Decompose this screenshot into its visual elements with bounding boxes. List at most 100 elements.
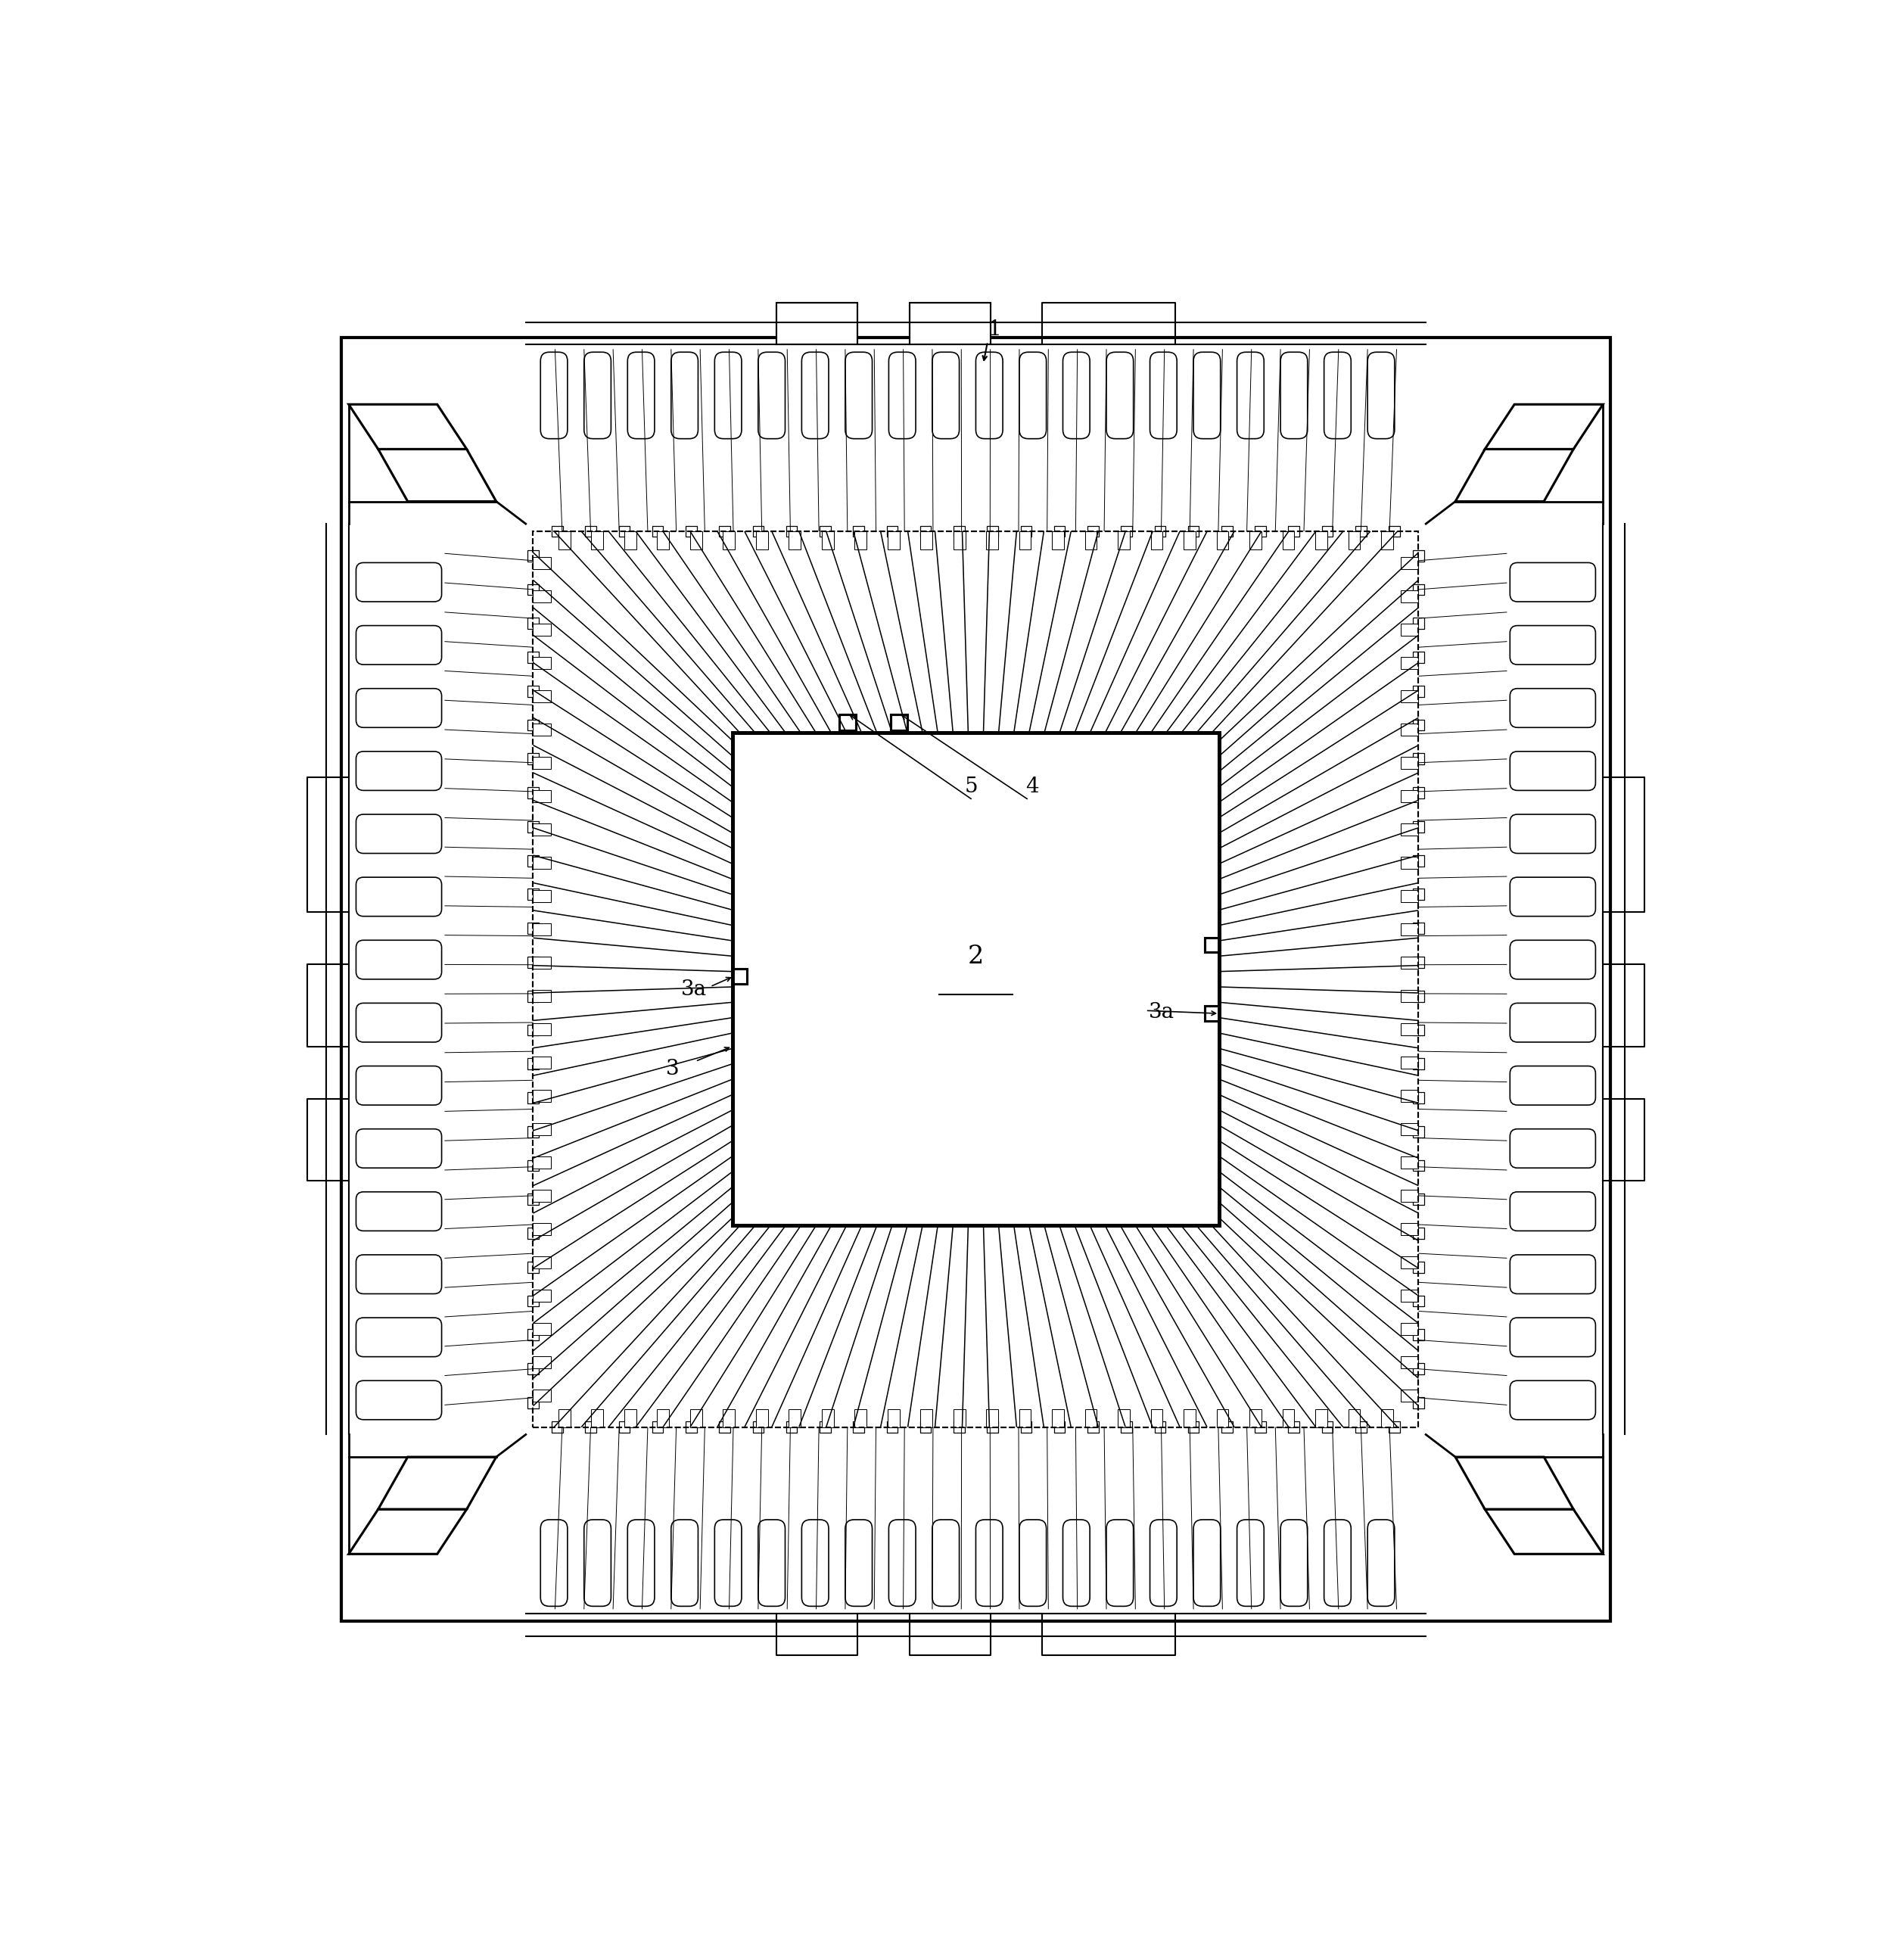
Bar [823, 1410, 834, 1427]
Bar [527, 1262, 539, 1272]
Bar [1413, 619, 1424, 628]
Bar [653, 525, 663, 537]
Bar [1413, 888, 1424, 900]
Bar [1388, 525, 1399, 537]
Bar [533, 956, 550, 968]
Bar [1021, 525, 1032, 537]
Bar [1413, 956, 1424, 968]
Bar [1413, 991, 1424, 1002]
FancyBboxPatch shape [1281, 1520, 1308, 1605]
FancyBboxPatch shape [356, 1066, 442, 1105]
Bar [986, 1410, 998, 1427]
FancyBboxPatch shape [714, 1520, 741, 1605]
Bar [585, 1421, 596, 1433]
FancyBboxPatch shape [1194, 353, 1220, 438]
FancyBboxPatch shape [1510, 1128, 1596, 1167]
FancyBboxPatch shape [1510, 876, 1596, 917]
Bar [527, 754, 539, 764]
Bar [533, 556, 550, 568]
Bar [1085, 1410, 1097, 1427]
Bar [1401, 956, 1418, 968]
Bar [527, 1363, 539, 1375]
Bar [1401, 1322, 1418, 1334]
Bar [533, 991, 550, 1002]
Bar [1150, 531, 1163, 549]
FancyBboxPatch shape [1510, 626, 1596, 665]
Bar [1401, 756, 1418, 768]
Bar [533, 1156, 550, 1169]
Bar [1401, 657, 1418, 669]
Polygon shape [379, 1456, 497, 1509]
Bar [1188, 1421, 1200, 1433]
Bar [1401, 923, 1418, 935]
FancyBboxPatch shape [356, 1002, 442, 1041]
Bar [1401, 1390, 1418, 1402]
Bar [855, 531, 866, 549]
Bar [533, 589, 550, 603]
Bar [619, 525, 630, 537]
Bar [1413, 686, 1424, 696]
FancyBboxPatch shape [1510, 814, 1596, 853]
Bar [527, 787, 539, 799]
FancyBboxPatch shape [1510, 1255, 1596, 1293]
Text: 4: 4 [1024, 778, 1038, 797]
Bar [920, 525, 931, 537]
FancyBboxPatch shape [1510, 1319, 1596, 1357]
FancyBboxPatch shape [670, 353, 699, 438]
Bar [1348, 531, 1359, 549]
Bar [1413, 820, 1424, 832]
Bar [1413, 1398, 1424, 1408]
Bar [819, 1421, 830, 1433]
Bar [527, 551, 539, 560]
Bar [1401, 1156, 1418, 1169]
Bar [1154, 1421, 1165, 1433]
Bar [1413, 1363, 1424, 1375]
Bar [527, 1295, 539, 1307]
Bar [1321, 525, 1333, 537]
Bar [1220, 1421, 1232, 1433]
Bar [840, 714, 855, 731]
Bar [986, 531, 998, 549]
Bar [1121, 525, 1133, 537]
FancyBboxPatch shape [1510, 562, 1596, 601]
Bar [823, 531, 834, 549]
Bar [1413, 1024, 1424, 1035]
FancyBboxPatch shape [356, 626, 442, 665]
Bar [1055, 525, 1064, 537]
Text: 3a: 3a [682, 979, 706, 1001]
Bar [552, 525, 564, 537]
Bar [533, 1090, 550, 1101]
Bar [1382, 1410, 1394, 1427]
FancyBboxPatch shape [585, 353, 611, 438]
Bar [592, 531, 604, 549]
Bar [724, 531, 735, 549]
Bar [585, 525, 596, 537]
Bar [527, 1330, 539, 1340]
Bar [752, 1421, 764, 1433]
Bar [533, 1355, 550, 1369]
Bar [558, 531, 569, 549]
Text: 5: 5 [965, 778, 979, 797]
Bar [1401, 991, 1418, 1002]
Bar [1255, 525, 1266, 537]
FancyBboxPatch shape [1510, 1002, 1596, 1041]
Bar [527, 1092, 539, 1103]
Bar [1413, 855, 1424, 867]
Bar [887, 1421, 897, 1433]
Bar [1348, 1410, 1359, 1427]
Bar [1413, 1262, 1424, 1272]
FancyBboxPatch shape [933, 1520, 960, 1605]
Bar [1401, 789, 1418, 803]
Bar [1283, 531, 1295, 549]
Bar [527, 1227, 539, 1239]
Bar [786, 525, 798, 537]
Bar [920, 1421, 931, 1433]
FancyBboxPatch shape [356, 562, 442, 601]
Bar [625, 1410, 636, 1427]
Polygon shape [1485, 1509, 1603, 1553]
Bar [592, 1410, 604, 1427]
Bar [1401, 1123, 1418, 1134]
Bar [1283, 1410, 1295, 1427]
Bar [1401, 1289, 1418, 1301]
Bar [533, 624, 550, 636]
